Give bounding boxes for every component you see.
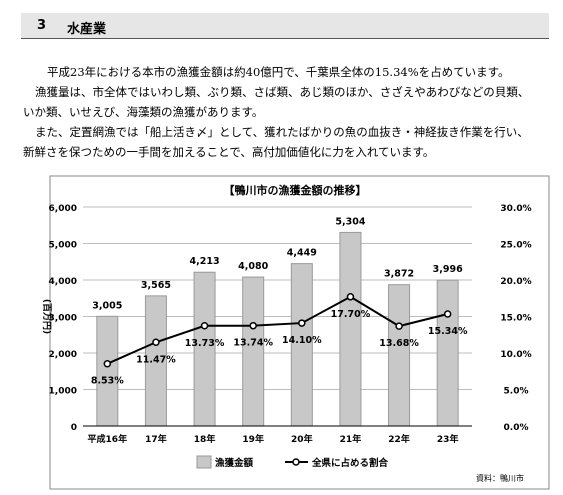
line-point [200, 322, 209, 330]
y2-tick-label: 5.0% [504, 387, 529, 397]
chart-frame [49, 175, 550, 490]
y-tick-label: 5,000 [49, 241, 77, 251]
bar-value-label: 4,080 [238, 261, 268, 272]
line-point [152, 338, 160, 347]
bar [193, 271, 216, 427]
y-tick-label: 2,000 [49, 350, 77, 360]
legend-line-marker [292, 458, 300, 466]
line-point [103, 359, 112, 368]
bar-value-label: 3,005 [92, 300, 122, 311]
y2-tick-label: 15.0% [500, 314, 531, 324]
paragraph-line: 新鮮さを保つための一手間を加えることで、高付加価値化に力を入れています。 [23, 145, 435, 159]
y2-tick-label: 20.0% [500, 277, 531, 287]
line-value-label: 11.47% [136, 354, 176, 365]
legend-line-label: 全県に占める割合 [311, 457, 389, 469]
bar [339, 231, 362, 427]
section-number: 3 [37, 18, 47, 33]
bar-value-label: 5,304 [335, 216, 365, 227]
line-value-label: 14.10% [282, 335, 322, 346]
bar-series [96, 231, 459, 427]
x-tick-label: 平成16年 [88, 433, 128, 445]
x-tick-label: 17年 [145, 433, 167, 445]
y-tick-label: 6,000 [49, 204, 77, 214]
line-value-label: 13.68% [379, 338, 419, 349]
paragraph-2: 漁獲量は、市全体ではいわし類、ぶり類、さば類、あじ類のほか、さざえやあわびなどの… [23, 82, 555, 122]
bar [436, 279, 459, 427]
data-labels: 3,005 3,565 4,213 4,080 4,449 5,304 3,872 3,996… [91, 216, 468, 386]
series-line [106, 295, 448, 365]
line-point [298, 319, 306, 327]
x-tick-label: 20年 [291, 433, 313, 445]
legend: 漁獲金額 全県に占める割合 [196, 455, 389, 469]
paragraph-line: 平成23年における本市の漁獲金額は約40億円で、千葉県全体の15.34%を占めて… [47, 65, 510, 79]
paragraph-line: また、定置網漁では「船上活き〆」として、獲れたばかりの魚の血抜き・神経抜き作業を… [35, 125, 529, 139]
bar-value-label: 4,449 [287, 248, 317, 259]
line-value-label: 13.73% [185, 338, 225, 349]
axes: 0 1,000 2,000 3,000 4,000 5,000 6,000 0.0% 5.0% 1… [41, 204, 532, 445]
section-title: 水産業 [67, 22, 107, 37]
bar-value-label: 4,213 [190, 256, 220, 267]
paragraph-line: いか類、いせえび、海藻類の漁獲があります。 [23, 105, 264, 119]
x-tick-label: 19年 [242, 433, 264, 445]
bar [242, 276, 265, 427]
y-tick-label: 0 [71, 423, 77, 433]
bar-value-label: 3,996 [433, 264, 463, 275]
x-tick-label: 18年 [194, 433, 216, 445]
chart-title: 【鴨川市の漁獲金額の推移】 [224, 183, 367, 197]
line-value-label: 13.74% [233, 338, 273, 349]
legend-bar-swatch [196, 455, 212, 469]
y-tick-label: 3,000 [49, 314, 77, 324]
y2-tick-label: 25.0% [500, 241, 531, 251]
y-axis-label: (百万円) [41, 299, 52, 334]
y-tick-label: 4,000 [49, 277, 77, 287]
line-series [103, 293, 452, 368]
line-point [443, 310, 452, 318]
paragraph-1: 平成23年における本市の漁獲金額は約40億円で、千葉県全体の15.34%を占めて… [35, 62, 555, 82]
x-tick-label: 21年 [340, 433, 362, 445]
bar [96, 315, 119, 427]
line-value-label: 17.70% [331, 309, 371, 320]
bar [388, 284, 411, 427]
line-point [395, 322, 403, 330]
paragraph-3: また、定置網漁では「船上活き〆」として、獲れたばかりの魚の血抜き・神経抜き作業を… [23, 122, 555, 162]
line-point [346, 293, 355, 301]
paragraph-line: 漁獲量は、市全体ではいわし類、ぶり類、さば類、あじ類のほか、さざえやあわびなどの… [35, 85, 530, 99]
bar-value-label: 3,872 [384, 269, 414, 280]
bar-value-label: 3,565 [141, 280, 171, 291]
line-point [249, 321, 257, 330]
legend-bar-label: 漁獲金額 [215, 457, 254, 469]
source-note: 資料：鴨川市 [476, 473, 524, 483]
y2-tick-label: 10.0% [500, 350, 531, 360]
y-tick-label: 1,000 [49, 387, 77, 397]
x-tick-label: 23年 [437, 433, 459, 445]
line-value-label: 8.53% [91, 376, 124, 387]
x-tick-label: 22年 [388, 433, 410, 445]
line-value-label: 15.34% [428, 326, 468, 337]
y2-tick-label: 0.0% [504, 423, 529, 433]
y2-tick-label: 30.0% [500, 204, 531, 214]
section-header: 3 水産業 [21, 13, 549, 39]
